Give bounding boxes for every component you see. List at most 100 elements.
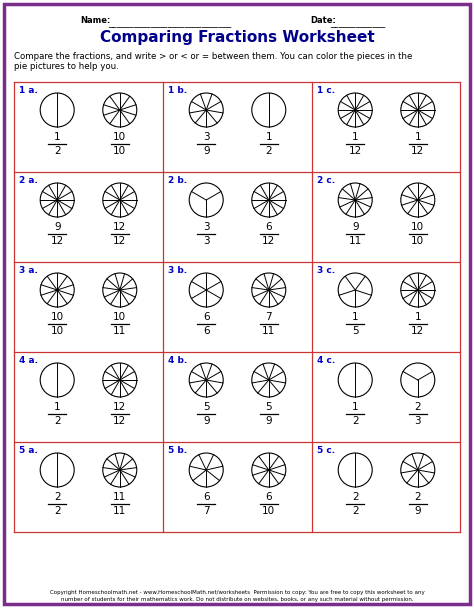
Text: 4 a.: 4 a. <box>19 356 38 365</box>
Text: 7: 7 <box>203 506 210 516</box>
Circle shape <box>338 93 372 127</box>
Text: 1: 1 <box>54 132 61 142</box>
Text: 11: 11 <box>113 492 127 502</box>
Text: pie pictures to help you.: pie pictures to help you. <box>14 62 119 71</box>
Text: 3 a.: 3 a. <box>19 266 38 275</box>
Text: 6: 6 <box>203 326 210 336</box>
Circle shape <box>189 273 223 307</box>
Text: 5: 5 <box>203 402 210 412</box>
Text: Comparing Fractions Worksheet: Comparing Fractions Worksheet <box>100 30 374 45</box>
Text: Date:: Date: <box>310 16 336 25</box>
Text: 9: 9 <box>203 416 210 426</box>
Text: 2: 2 <box>414 402 421 412</box>
Text: 9: 9 <box>54 222 61 232</box>
Text: 1: 1 <box>352 312 358 322</box>
Text: 3: 3 <box>414 416 421 426</box>
Circle shape <box>338 183 372 217</box>
Circle shape <box>189 453 223 487</box>
Circle shape <box>252 273 286 307</box>
Text: 11: 11 <box>113 326 127 336</box>
Text: 10: 10 <box>113 132 127 142</box>
Text: 12: 12 <box>113 416 127 426</box>
Circle shape <box>103 363 137 397</box>
Circle shape <box>103 273 137 307</box>
Text: 2 c.: 2 c. <box>317 176 335 185</box>
Text: 12: 12 <box>113 222 127 232</box>
Circle shape <box>252 93 286 127</box>
Text: 1: 1 <box>265 132 272 142</box>
Text: 12: 12 <box>262 236 275 246</box>
Text: 5 b.: 5 b. <box>168 446 187 455</box>
Text: 5 a.: 5 a. <box>19 446 38 455</box>
Text: 2: 2 <box>414 492 421 502</box>
Circle shape <box>252 453 286 487</box>
Circle shape <box>338 363 372 397</box>
Text: 12: 12 <box>411 146 424 156</box>
Text: 1 c.: 1 c. <box>317 86 335 95</box>
Text: 2: 2 <box>54 492 61 502</box>
Text: 10: 10 <box>262 506 275 516</box>
Text: Copyright Homeschoolmath.net - www.HomeschoolMath.net/worksheets  Permission to : Copyright Homeschoolmath.net - www.Homes… <box>50 590 424 595</box>
Text: 3: 3 <box>203 132 210 142</box>
Circle shape <box>103 453 137 487</box>
Text: 2: 2 <box>54 416 61 426</box>
Text: 2 a.: 2 a. <box>19 176 38 185</box>
Text: 2: 2 <box>352 506 358 516</box>
Circle shape <box>189 183 223 217</box>
Circle shape <box>252 363 286 397</box>
Text: 1: 1 <box>352 132 358 142</box>
Text: 1: 1 <box>414 132 421 142</box>
Circle shape <box>338 273 372 307</box>
Text: 6: 6 <box>203 492 210 502</box>
Circle shape <box>189 93 223 127</box>
Text: 11: 11 <box>348 236 362 246</box>
Text: 10: 10 <box>51 312 64 322</box>
Text: _____________: _____________ <box>330 19 385 28</box>
Text: 12: 12 <box>348 146 362 156</box>
Text: 2: 2 <box>54 506 61 516</box>
Circle shape <box>189 363 223 397</box>
Text: 12: 12 <box>51 236 64 246</box>
Text: 3: 3 <box>203 222 210 232</box>
Text: Name:: Name: <box>80 16 110 25</box>
Text: 5 c.: 5 c. <box>317 446 335 455</box>
Text: 3 b.: 3 b. <box>168 266 187 275</box>
Circle shape <box>401 273 435 307</box>
Text: 6: 6 <box>203 312 210 322</box>
Circle shape <box>338 453 372 487</box>
Circle shape <box>40 183 74 217</box>
Text: 4 c.: 4 c. <box>317 356 335 365</box>
Text: 5: 5 <box>265 402 272 412</box>
Text: 10: 10 <box>411 236 424 246</box>
Text: 1 b.: 1 b. <box>168 86 187 95</box>
Text: 2: 2 <box>352 416 358 426</box>
Text: 10: 10 <box>113 312 127 322</box>
Text: 5: 5 <box>352 326 358 336</box>
Circle shape <box>40 363 74 397</box>
Circle shape <box>401 453 435 487</box>
Circle shape <box>401 93 435 127</box>
Text: 3: 3 <box>203 236 210 246</box>
Circle shape <box>252 183 286 217</box>
Circle shape <box>40 273 74 307</box>
Text: 1: 1 <box>414 312 421 322</box>
Text: 1: 1 <box>352 402 358 412</box>
Text: 2: 2 <box>54 146 61 156</box>
Text: Compare the fractions, and write > or < or = between them. You can color the pie: Compare the fractions, and write > or < … <box>14 52 412 61</box>
Text: 6: 6 <box>265 222 272 232</box>
Text: 2 b.: 2 b. <box>168 176 187 185</box>
Text: 10: 10 <box>113 146 127 156</box>
Text: 10: 10 <box>51 326 64 336</box>
Text: 12: 12 <box>113 236 127 246</box>
Circle shape <box>40 93 74 127</box>
Text: 2: 2 <box>265 146 272 156</box>
Text: number of students for their mathematics work. Do not distribute on websites, bo: number of students for their mathematics… <box>61 597 413 602</box>
Text: 12: 12 <box>411 326 424 336</box>
Circle shape <box>40 453 74 487</box>
Text: 1: 1 <box>54 402 61 412</box>
Text: _____________________________: _____________________________ <box>108 19 231 28</box>
Text: 9: 9 <box>265 416 272 426</box>
Text: 4 b.: 4 b. <box>168 356 187 365</box>
Text: 12: 12 <box>113 402 127 412</box>
Text: 10: 10 <box>411 222 424 232</box>
